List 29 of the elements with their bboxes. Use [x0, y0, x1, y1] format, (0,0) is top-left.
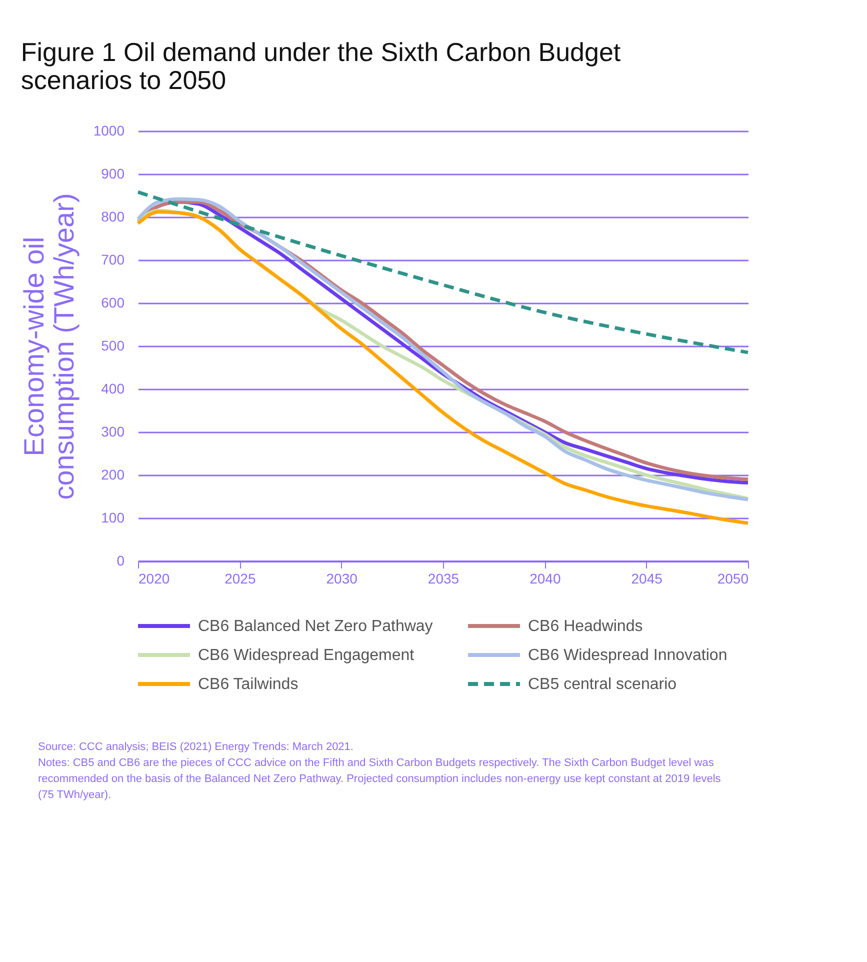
y-tick-label: 200 [101, 466, 125, 482]
x-tick-label: 2030 [326, 570, 358, 586]
legend-label: CB6 Balanced Net Zero Pathway [198, 618, 433, 635]
y-tick-label: 700 [101, 252, 125, 268]
x-tick-label: 2035 [428, 570, 460, 586]
y-tick-label: 300 [101, 424, 125, 440]
y-tick-label: 800 [101, 208, 125, 224]
chart-title: Figure 1 Oil demand under the Sixth Carbon Budget scenarios to 2050 [20, 37, 622, 95]
y-axis-title: Economy-wide oil consumption (TWh/year) [18, 193, 80, 500]
x-tick-label: 2020 [138, 570, 170, 586]
y-tick-label: 400 [101, 380, 125, 396]
x-tick-label: 2025 [224, 570, 256, 586]
x-tick-label: 2050 [717, 570, 749, 586]
y-tick-label: 1000 [93, 122, 125, 138]
y-tick-label: 900 [101, 166, 125, 182]
legend-label: CB6 Widespread Innovation [528, 647, 728, 664]
y-tick-label: 0 [116, 552, 125, 568]
x-tick-label: 2045 [631, 570, 663, 586]
source-note: Source: CCC analysis; BEIS (2021) Energy Trends: March 2021. [38, 741, 354, 753]
y-tick-label: 600 [101, 294, 125, 310]
legend-label: CB6 Tailwinds [198, 676, 298, 693]
text: Notes: CB5 and CB6 are the pieces of CCC advice on the Fifth and Sixth Carbon Budgets respectively. The Sixth Carbon Budget level was recommended on the basis of the Balanced Net Zero Pathway. Projected consumption includes non-energy use kept constant at 2019 levels (75 TWh/year). [38, 757, 722, 801]
legend-label: CB6 Headwinds [528, 618, 643, 635]
y-tick-label: 500 [101, 338, 125, 354]
legend-label: CB5 central scenario [528, 676, 677, 693]
legend-label: CB6 Widespread Engagement [198, 647, 415, 664]
y-tick-label: 100 [101, 510, 125, 526]
x-tick-label: 2040 [530, 570, 561, 586]
line-series [136, 190, 750, 354]
